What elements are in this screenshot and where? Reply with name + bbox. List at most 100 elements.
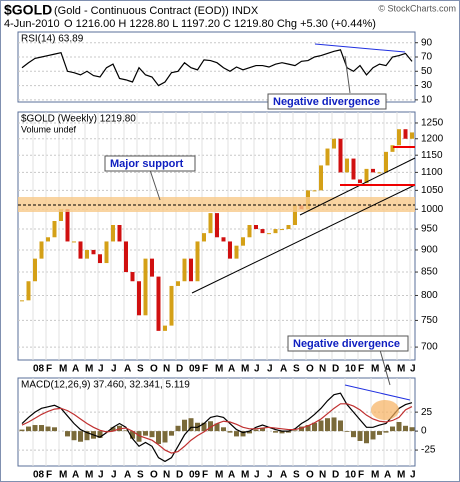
x-tick-label: M <box>371 470 379 481</box>
divergence-line <box>314 43 406 53</box>
x-tick-label: A <box>280 470 287 481</box>
histogram-bar <box>253 429 259 432</box>
histogram-bar <box>71 431 77 441</box>
y-tick-label: 50 <box>421 66 433 77</box>
histogram-bar <box>214 423 220 432</box>
x-tick-label: J <box>98 470 104 481</box>
histogram-bar <box>240 431 246 437</box>
y-tick-label: 70 <box>421 52 433 63</box>
histogram-bar <box>201 422 207 432</box>
candle <box>345 158 349 173</box>
candle <box>46 237 50 242</box>
candle <box>39 241 44 259</box>
histogram-bar <box>149 431 155 438</box>
candle <box>293 205 297 226</box>
candle <box>176 281 180 286</box>
histogram-bar <box>325 418 330 432</box>
x-tick-label: O <box>150 364 158 375</box>
candle <box>325 148 330 166</box>
x-tick-label: F <box>202 364 208 375</box>
candle <box>267 233 271 235</box>
x-tick-label: O <box>150 470 158 481</box>
x-tick-label: A <box>228 364 235 375</box>
date: 4-Jun-2010 <box>4 18 60 30</box>
x-tick-label: A <box>124 364 131 375</box>
histogram-bar <box>45 426 51 432</box>
panel-title: RSI(14) 63.89 <box>21 34 84 45</box>
histogram-bar <box>273 431 278 433</box>
x-tick-label: N <box>163 364 170 375</box>
x-tick-label: F <box>46 470 52 481</box>
x-tick-label: F <box>202 470 208 481</box>
x-tick-label: M <box>59 364 67 375</box>
histogram-bar <box>143 431 148 436</box>
candle <box>397 129 401 146</box>
candle <box>410 132 414 139</box>
y-tick-label: 1000 <box>421 204 444 215</box>
histogram-bar <box>32 425 38 432</box>
histogram-bar <box>227 431 233 433</box>
histogram-bar <box>364 431 369 444</box>
quote: O 1216.00 H 1228.80 L 1197.20 C 1219.80 … <box>64 18 376 30</box>
source: © StockCharts.com <box>378 3 456 13</box>
candle <box>247 225 252 238</box>
annotation: Negative divergence <box>273 96 380 108</box>
x-tick-label: M <box>85 470 93 481</box>
candle <box>195 241 200 282</box>
candle <box>390 145 395 152</box>
x-tick-label: M <box>241 364 249 375</box>
line <box>21 392 413 463</box>
arrow <box>344 55 351 94</box>
panel <box>17 31 416 103</box>
panel-title: $GOLD (Weekly) 1219.80 <box>21 114 136 125</box>
arrow <box>149 169 161 201</box>
support-band <box>18 197 415 212</box>
arrow <box>379 349 391 386</box>
candle <box>124 241 128 273</box>
candle <box>143 258 148 316</box>
trend-line <box>299 157 416 216</box>
x-tick-label: M <box>241 470 249 481</box>
divergence-line <box>344 384 411 401</box>
candle <box>33 258 37 282</box>
annotation-box <box>267 93 387 110</box>
histogram-bar <box>409 427 415 432</box>
candle <box>254 225 258 230</box>
candle <box>260 229 265 234</box>
x-tick-label: D <box>176 364 183 375</box>
histogram-bar <box>331 417 337 432</box>
x-tick-label: S <box>293 364 300 375</box>
candle <box>137 281 141 316</box>
x-tick-label: A <box>124 470 131 481</box>
x-tick-label: A <box>280 364 287 375</box>
candle <box>286 225 291 230</box>
annotation-box <box>104 155 196 172</box>
histogram-bar <box>182 419 187 432</box>
trend-line <box>191 184 416 294</box>
histogram-bar <box>97 431 103 438</box>
x-tick-label: D <box>332 364 339 375</box>
y-tick-label: 1100 <box>421 167 443 178</box>
y-tick-label: 850 <box>421 267 438 278</box>
candle <box>221 237 226 242</box>
panel-title: MACD(12,26,9) 37.460, 32.341, 5.119 <box>21 380 190 391</box>
y-tick-label: 25 <box>421 407 433 418</box>
histogram-bar <box>84 431 90 441</box>
x-tick-label: M <box>397 364 405 375</box>
candle <box>312 190 317 192</box>
y-tick-label: 1050 <box>421 185 444 196</box>
candle <box>72 241 76 243</box>
x-tick-label: J <box>254 364 260 375</box>
candle <box>384 151 388 173</box>
candle <box>228 241 232 259</box>
histogram-bar <box>351 431 356 438</box>
x-tick-label: A <box>72 364 79 375</box>
histogram-bar <box>175 425 181 432</box>
x-tick-label: J <box>267 364 273 375</box>
x-tick-label: F <box>358 470 364 481</box>
candle <box>319 165 323 191</box>
candle <box>351 158 356 180</box>
candle <box>85 249 89 259</box>
histogram-bar <box>403 425 408 432</box>
x-tick-label: F <box>46 364 52 375</box>
